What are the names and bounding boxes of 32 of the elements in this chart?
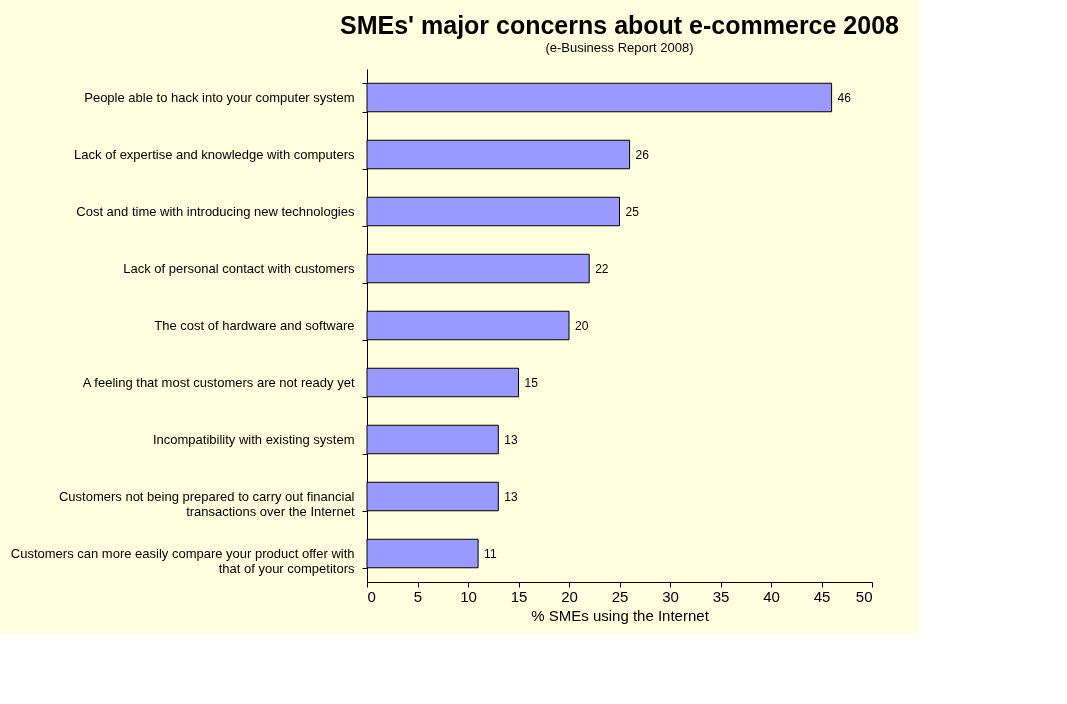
data-label: 25 — [625, 204, 640, 219]
y-tick-label: Lack of personal contact with customers — [123, 261, 355, 276]
y-tick-label: People able to hack into your computer system — [84, 90, 355, 105]
x-tick-label: 20 — [561, 587, 578, 605]
x-tick-label: 0 — [367, 587, 376, 605]
x-tick-label: 10 — [460, 587, 477, 605]
x-tick-label: 40 — [763, 587, 780, 605]
data-label: 13 — [504, 432, 518, 447]
data-label: 11 — [484, 546, 497, 561]
x-tick-label: 30 — [662, 587, 679, 605]
y-tick-label: Cost and time with introducing new technologies — [76, 204, 355, 219]
y-tick-label: Incompatibility with existing system — [152, 432, 355, 447]
chart-title: SMEs' major concerns about e-commerce 2008 — [340, 11, 900, 39]
y-tick-label: The cost of hardware and software — [154, 318, 355, 333]
data-label: 13 — [504, 489, 518, 504]
x-tick-label: 45 — [813, 587, 831, 605]
y-tick-label: Customers can more easily compare your product offer with that of your competitors — [10, 546, 355, 576]
y-tick-label: Customers not being prepared to carry out financial transactions over the Internet — [58, 489, 355, 519]
data-label: 26 — [635, 147, 650, 162]
y-tick-label: Lack of expertise and knowledge with computers — [74, 147, 355, 162]
x-tick-label: 50 — [855, 587, 873, 605]
x-tick-label: 15 — [510, 587, 528, 605]
data-label: 15 — [524, 375, 539, 390]
y-tick-label: A feeling that most customers are not ready yet — [82, 375, 355, 390]
x-axis-title: % SMEs using the Internet — [531, 606, 710, 624]
data-label: 22 — [595, 261, 609, 276]
chart-subtitle: (e-Business Report 2008) — [545, 40, 694, 55]
x-tick-label: 35 — [712, 587, 730, 605]
data-label: 46 — [837, 90, 852, 105]
x-tick-label: 25 — [611, 587, 629, 605]
data-label: 20 — [575, 318, 589, 333]
x-tick-label: 5 — [413, 587, 423, 605]
